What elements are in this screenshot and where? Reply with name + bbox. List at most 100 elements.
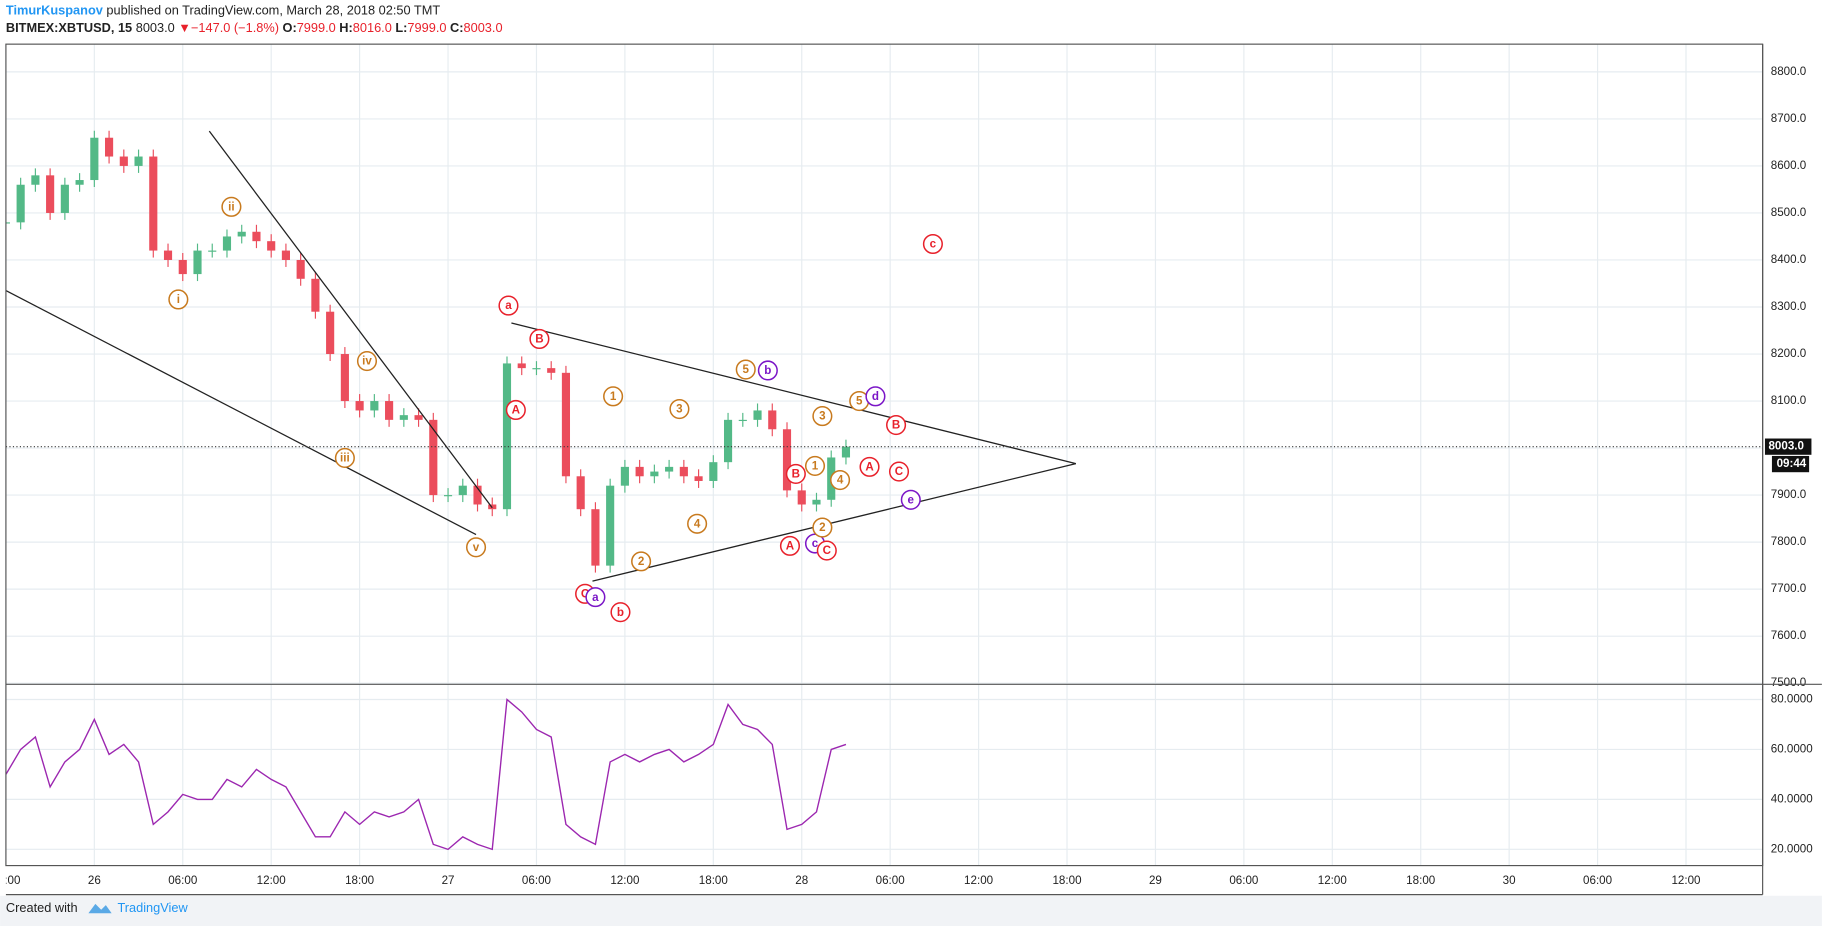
wave-marker <box>816 540 837 561</box>
x-tick-label: 29 <box>1149 874 1162 887</box>
x-tick-label: 12:00 <box>1318 874 1347 887</box>
candle <box>502 363 512 510</box>
wave-marker <box>687 513 708 534</box>
wave-marker <box>922 233 943 255</box>
wave-marker <box>221 196 242 217</box>
wave-label: iv <box>362 355 372 368</box>
candle <box>105 137 114 157</box>
x-tick-label: 12:00 <box>1671 874 1700 887</box>
wave-marker <box>610 602 631 623</box>
candle <box>797 490 806 505</box>
change: −147.0 (−1.8%) <box>191 20 279 35</box>
candle <box>635 466 644 477</box>
price-badge <box>1764 438 1812 455</box>
wave-label: ii <box>228 200 234 213</box>
y-tick-label: 8400.0 <box>1771 253 1807 266</box>
x-tick-label: 12:00 <box>964 874 993 887</box>
y-tick-label: 60.0000 <box>1771 743 1813 756</box>
wave-marker <box>859 456 880 477</box>
candle <box>576 476 585 510</box>
candle <box>222 236 232 251</box>
y-tick-label: 8100.0 <box>1771 394 1807 407</box>
wave-marker <box>779 535 801 556</box>
candle <box>782 429 792 491</box>
wave-label: A <box>512 404 521 417</box>
o-label: O: <box>283 20 297 35</box>
wave-label: a <box>505 299 512 312</box>
logo <box>88 903 112 914</box>
candle <box>296 259 305 279</box>
wave-label: e <box>908 493 915 506</box>
y-tick-label: 7900.0 <box>1771 488 1807 501</box>
candle <box>841 446 851 458</box>
wave-label: C <box>823 544 832 557</box>
wave-marker <box>631 551 652 572</box>
candle <box>414 415 423 420</box>
trend-line <box>511 322 1077 465</box>
wave-label: A <box>786 540 795 553</box>
wave-label: B <box>535 333 543 346</box>
candle <box>620 466 629 486</box>
wave-marker <box>585 587 606 608</box>
price-badge-label: 8003.0 <box>1768 440 1804 453</box>
candle <box>650 471 659 477</box>
axes: 7500.07600.07700.07800.07900.08000.08100… <box>1764 65 1813 855</box>
footer <box>0 895 1822 926</box>
wave-label: B <box>792 468 800 481</box>
wave-label: 2 <box>819 521 825 534</box>
candle <box>178 259 187 275</box>
wave-label: C <box>895 465 904 478</box>
candle <box>473 485 482 505</box>
wave-label: 5 <box>856 395 863 408</box>
x-tick-label: 06:00 <box>1229 874 1258 887</box>
footer-created: Created with <box>6 900 78 915</box>
y-tick-label: 20.0000 <box>1771 842 1813 855</box>
x-tick-label: 06:00 <box>1583 874 1612 887</box>
h-label: H: <box>339 20 352 35</box>
candle <box>46 175 55 213</box>
candle <box>252 231 261 242</box>
candle <box>193 250 202 275</box>
x-tick-label: 26 <box>88 874 101 887</box>
candle <box>458 485 467 496</box>
candle <box>31 175 40 185</box>
candle <box>340 354 349 402</box>
wave-marker <box>830 469 851 491</box>
wave-label: 3 <box>819 410 826 423</box>
candle <box>370 401 379 411</box>
x-tick-label: 12:00 <box>610 874 639 887</box>
wave-marker <box>465 537 487 558</box>
rsi-pane <box>5 698 847 851</box>
wave-marker <box>168 289 189 310</box>
candle <box>281 250 290 260</box>
wave-marker <box>888 461 910 482</box>
header-line: TimurKuspanov published on TradingView.c… <box>6 3 440 18</box>
x-tick-label: 18:00 <box>1052 874 1081 887</box>
candle <box>326 311 335 355</box>
wave-marker <box>603 386 624 407</box>
y-tick-label: 7700.0 <box>1771 582 1807 595</box>
price: 8003.0 <box>136 20 175 35</box>
footer-brand: TradingView <box>117 900 188 915</box>
candle <box>812 499 821 505</box>
x-tick-label: 30 <box>1503 874 1516 887</box>
candle <box>355 401 364 411</box>
c: 8003.0 <box>464 20 503 35</box>
candle <box>738 419 747 422</box>
wave-marker <box>785 463 806 484</box>
y-tick-label: 8500.0 <box>1771 206 1807 219</box>
wave-label: b <box>617 606 624 619</box>
y-tick-label: 80.0000 <box>1771 693 1813 706</box>
grid <box>5 44 1763 866</box>
wave-marker <box>334 447 355 468</box>
wave-marker <box>812 406 833 427</box>
candle <box>5 222 10 224</box>
wave-label: c <box>812 537 819 550</box>
arrow: ▼ <box>178 20 191 35</box>
wave-label: v <box>473 541 480 554</box>
wave-label: 1 <box>610 390 617 403</box>
candle <box>399 415 408 420</box>
y-tick-label: 7600.0 <box>1771 629 1807 642</box>
wave-label: 4 <box>694 517 701 530</box>
candle <box>561 372 571 477</box>
